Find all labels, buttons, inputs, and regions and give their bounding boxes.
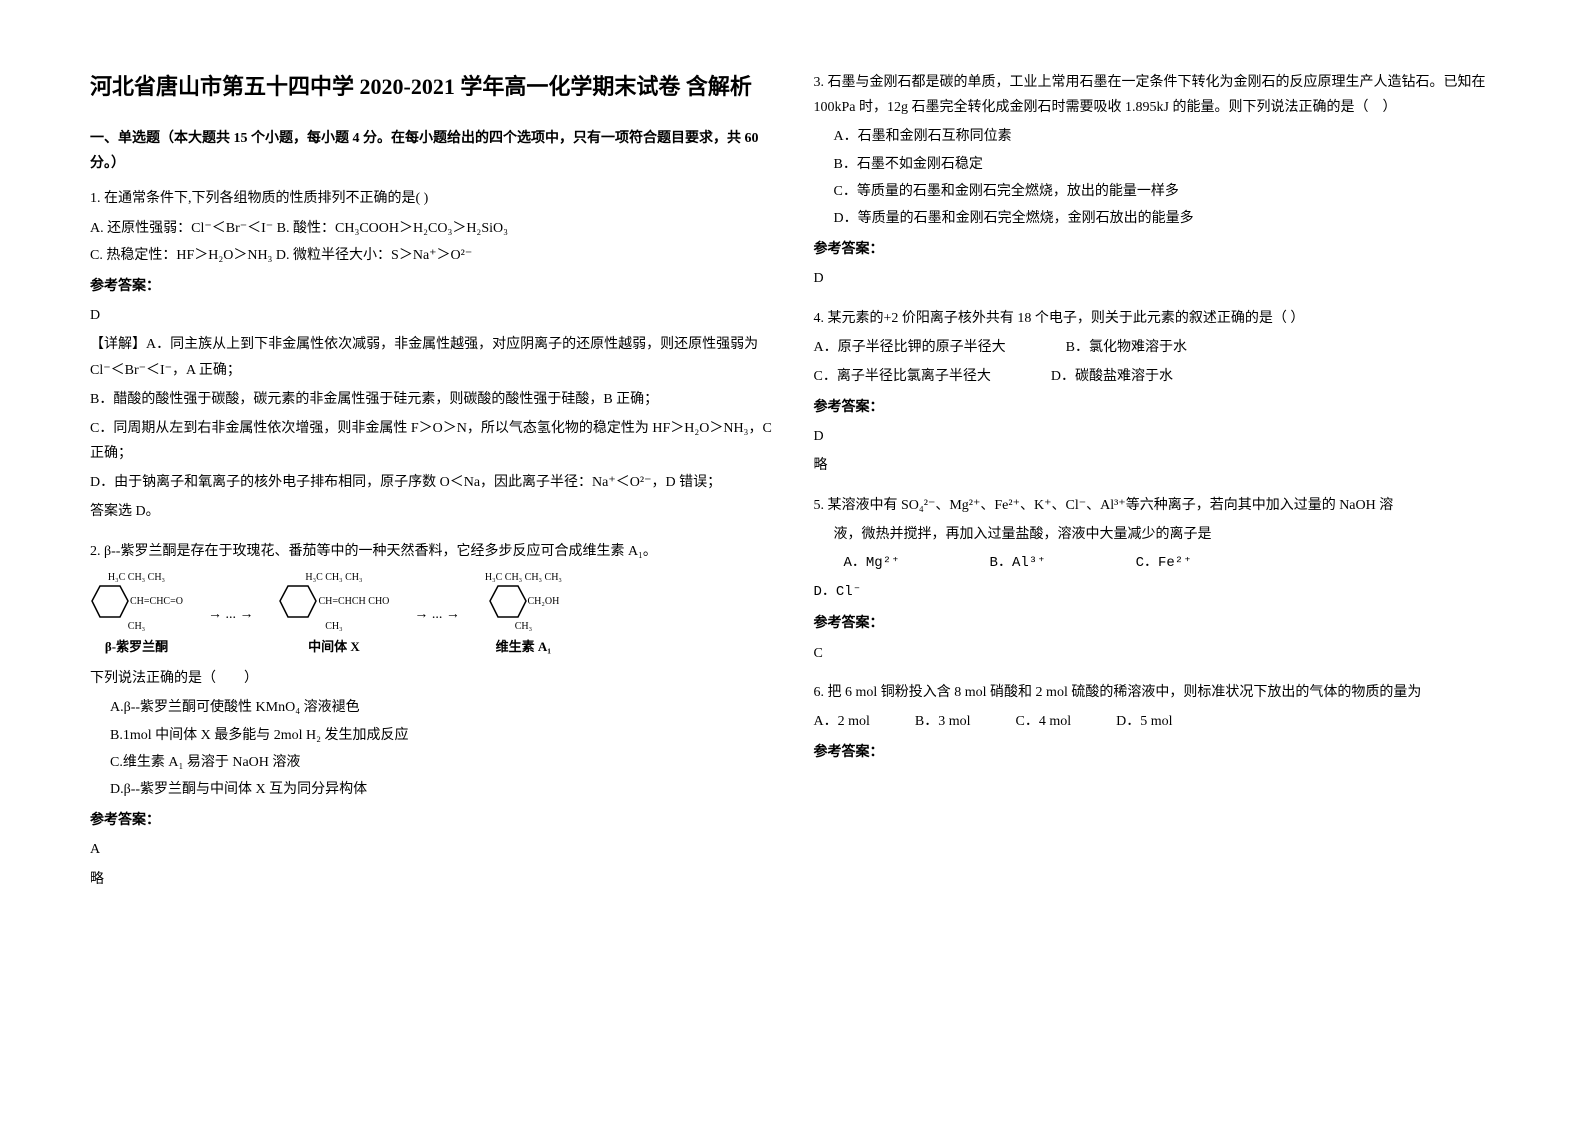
q6-stem: 6. 把 6 mol 铜粉投入含 8 mol 硝酸和 2 mol 硫酸的稀溶液中… [814,680,1498,705]
q5-opt-c: C．Fe²⁺ [1136,551,1192,576]
right-column: 3. 石墨与金刚石都是碳的单质，工业上常用石墨在一定条件下转化为金刚石的反应原理… [814,70,1498,1052]
q5-opt-b: B．Al³⁺ [990,551,1046,576]
q1-answer: D [90,303,774,328]
q2-diagram: H₃C CH₃ CH₃ CH=CHC=O CH₃ β-紫罗兰酮 → ... → … [90,572,774,658]
q2-stem: 2. β--紫罗兰酮是存在于玫瑰花、番茄等中的一种天然香料，它经多步反应可合成维… [90,539,774,564]
mol1-mid: CH=CHC=O [130,596,183,608]
exam-title: 河北省唐山市第五十四中学 2020-2021 学年高一化学期末试卷 含解析 [90,70,774,103]
mol2-caption: 中间体 X [308,635,360,658]
q4-opt-c: C．离子半径比氯离子半径大 [814,364,991,389]
molecule-2: H₃C CH₃ CH₃ CH=CHCH CHO CH₃ 中间体 X [278,572,389,658]
mol2-mid: CH=CHCH CHO [318,596,389,608]
q2-skip: 略 [90,867,774,892]
q1-answer-label: 参考答案： [90,274,774,299]
q2-opt-b: B.1mol 中间体 X 最多能与 2mol H₂ 发生加成反应 [110,723,774,748]
q6-opt-c: C．4 mol [1016,709,1072,734]
mol1-top: H₃C CH₃ CH₃ [108,572,165,584]
q1-exp1: 【详解】A．同主族从上到下非金属性依次减弱，非金属性越强，对应阴离子的还原性越弱… [90,332,774,382]
hexagon-icon [488,584,528,619]
q4-stem: 4. 某元素的+2 价阳离子核外共有 18 个电子，则关于此元素的叙述正确的是（… [814,306,1498,331]
q5-stem2: 液，微热并搅拌，再加入过量盐酸，溶液中大量减少的离子是 [814,522,1498,547]
q2-answer-label: 参考答案： [90,808,774,833]
q5-stem1: 5. 某溶液中有 SO₄²⁻、Mg²⁺、Fe²⁺、K⁺、Cl⁻、Al³⁺等六种离… [814,493,1498,518]
q4-answer-label: 参考答案： [814,395,1498,420]
q5-answer: C [814,641,1498,666]
question-6: 6. 把 6 mol 铜粉投入含 8 mol 硝酸和 2 mol 硫酸的稀溶液中… [814,680,1498,770]
q5-answer-label: 参考答案： [814,611,1498,636]
mol2-bot: CH₃ [325,621,342,633]
q2-sub: 下列说法正确的是（ ） [90,666,774,691]
molecule-3: H₃C CH₃ CH₃ CH₃ CH₂OH CH₃ 维生素 A₁ [485,572,562,658]
q3-answer-label: 参考答案： [814,237,1498,262]
q3-opt-c: C．等质量的石墨和金刚石完全燃烧，放出的能量一样多 [834,179,1498,204]
mol3-caption: 维生素 A₁ [496,635,552,658]
q6-answer-label: 参考答案： [814,740,1498,765]
question-5: 5. 某溶液中有 SO₄²⁻、Mg²⁺、Fe²⁺、K⁺、Cl⁻、Al³⁺等六种离… [814,493,1498,670]
q2-opt-c: C.维生素 A₁ 易溶于 NaOH 溶液 [110,750,774,775]
q2-opt-a: A.β--紫罗兰酮可使酸性 KMnO₄ 溶液褪色 [110,695,774,720]
molecule-1: H₃C CH₃ CH₃ CH=CHC=O CH₃ β-紫罗兰酮 [90,572,183,658]
q3-opt-d: D．等质量的石墨和金刚石完全燃烧，金刚石放出的能量多 [834,206,1498,231]
q6-opt-d: D．5 mol [1116,709,1172,734]
question-2: 2. β--紫罗兰酮是存在于玫瑰花、番茄等中的一种天然香料，它经多步反应可合成维… [90,539,774,896]
mol1-bot: CH₃ [128,621,145,633]
q4-answer: D [814,424,1498,449]
mol1-caption: β-紫罗兰酮 [105,635,168,658]
q4-opt-b: B．氯化物难溶于水 [1066,335,1187,360]
hexagon-icon [90,584,130,619]
q1-exp2: B．醋酸的酸性强于碳酸，碳元素的非金属性强于硅元素，则碳酸的酸性强于硅酸，B 正… [90,387,774,412]
q6-opt-a: A．2 mol [814,709,870,734]
left-column: 河北省唐山市第五十四中学 2020-2021 学年高一化学期末试卷 含解析 一、… [90,70,774,1052]
q6-opt-b: B．3 mol [915,709,971,734]
mol3-top: H₃C CH₃ CH₃ CH₃ [485,572,562,584]
section1-header: 一、单选题（本大题共 15 个小题，每小题 4 分。在每小题给出的四个选项中，只… [90,126,774,176]
q2-answer: A [90,837,774,862]
mol2-top: H₃C CH₃ CH₃ [305,572,362,584]
q3-opt-b: B．石墨不如金刚石稳定 [834,152,1498,177]
q4-opt-a: A．原子半径比钾的原子半径大 [814,335,1006,360]
q1-opt-a: A. 还原性强弱：Cl⁻＜Br⁻＜I⁻ B. 酸性：CH₃COOH＞H₂CO₃＞… [90,216,774,241]
q5-opt-a: A．Mg²⁺ [844,551,900,576]
q1-exp5: 答案选 D。 [90,499,774,524]
arrow-icon: → ... → [203,602,259,627]
q3-opt-a: A．石墨和金刚石互称同位素 [834,124,1498,149]
q4-opt-d: D．碳酸盐难溶于水 [1051,364,1173,389]
q3-stem: 3. 石墨与金刚石都是碳的单质，工业上常用石墨在一定条件下转化为金刚石的反应原理… [814,70,1498,120]
question-3: 3. 石墨与金刚石都是碳的单质，工业上常用石墨在一定条件下转化为金刚石的反应原理… [814,70,1498,296]
q1-opt-c: C. 热稳定性：HF＞H₂O＞NH₃ D. 微粒半径大小：S＞Na⁺＞O²⁻ [90,243,774,268]
mol3-bot: CH₃ [515,621,532,633]
q5-opt-d: D．Cl⁻ [814,580,1498,605]
q1-exp3: C．同周期从左到右非金属性依次增强，则非金属性 F＞O＞N，所以气态氢化物的稳定… [90,416,774,466]
q1-exp4: D．由于钠离子和氧离子的核外电子排布相同，原子序数 O＜Na，因此离子半径：Na… [90,470,774,495]
hexagon-icon [278,584,318,619]
question-1: 1. 在通常条件下,下列各组物质的性质排列不正确的是( ) A. 还原性强弱：C… [90,186,774,528]
q4-skip: 略 [814,453,1498,478]
q2-opt-d: D.β--紫罗兰酮与中间体 X 互为同分异构体 [110,777,774,802]
mol3-mid: CH₂OH [528,596,560,608]
question-4: 4. 某元素的+2 价阳离子核外共有 18 个电子，则关于此元素的叙述正确的是（… [814,306,1498,483]
q1-stem: 1. 在通常条件下,下列各组物质的性质排列不正确的是( ) [90,186,774,211]
arrow-icon: → ... → [409,602,465,627]
q3-answer: D [814,266,1498,291]
